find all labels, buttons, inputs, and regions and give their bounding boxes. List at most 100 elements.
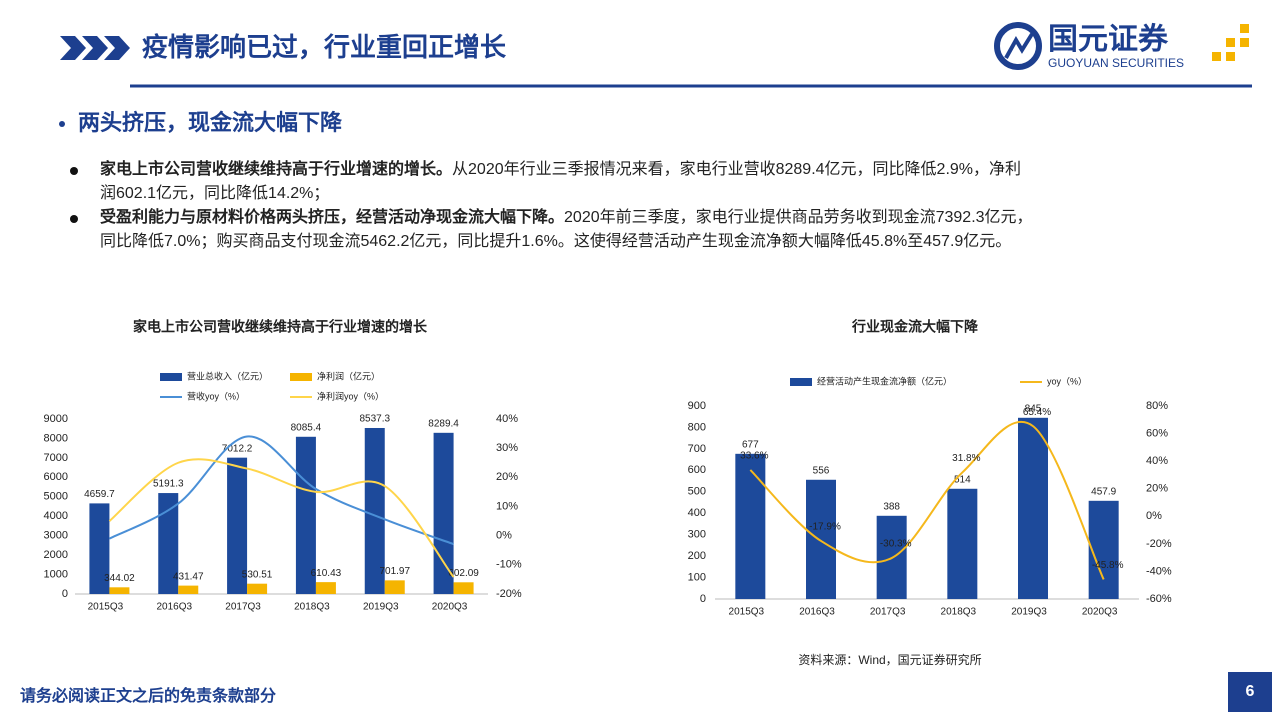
y-tick-label: 400: [688, 507, 706, 519]
y2-tick-label: 40%: [496, 413, 518, 425]
bar: [315, 582, 336, 594]
y2-tick-label: 0%: [496, 530, 512, 542]
y-tick-label: 6000: [44, 471, 68, 483]
bullet: 家电上市公司营收继续维持高于行业增速的增长。从2020年行业三季报情况来看，家电…: [70, 158, 1035, 206]
value-label: 7012.2: [222, 443, 253, 454]
logo-squares: [1212, 24, 1249, 61]
bullet: 受盈利能力与原材料价格两头挤压，经营活动净现金流大幅下降。2020年前三季度，家…: [70, 206, 1035, 254]
bullet-lead: 家电上市公司营收继续维持高于行业增速的增长。: [100, 161, 453, 178]
section-title: 两头挤压，现金流大幅下降: [78, 110, 343, 135]
line: [108, 458, 455, 578]
legend-swatch: [790, 378, 812, 386]
value-label: -17.9%: [809, 522, 841, 533]
y2-tick-label: 0%: [1146, 510, 1162, 522]
value-label: 530.51: [242, 569, 273, 580]
bar: [735, 453, 766, 599]
bullet-lead: 受盈利能力与原材料价格两头挤压，经营活动净现金流大幅下降。: [100, 209, 565, 226]
x-tick-label: 2016Q3: [156, 602, 192, 613]
value-label: 602.09: [448, 568, 479, 579]
y2-tick-label: 30%: [496, 442, 518, 454]
y-tick-label: 2000: [44, 549, 68, 561]
bar: [178, 585, 199, 594]
x-tick-label: 2018Q3: [294, 602, 330, 613]
value-label: 388: [883, 501, 900, 512]
page-box: [1228, 672, 1272, 712]
y-tick-label: 1000: [44, 568, 68, 580]
footer: 请务必阅读正文之后的免责条款部分: [20, 686, 276, 705]
line: [108, 435, 454, 546]
legend-swatch: [290, 373, 312, 381]
y2-tick-label: 40%: [1146, 455, 1168, 467]
y-tick-label: 9000: [44, 413, 68, 425]
y-tick-label: 0: [700, 593, 706, 605]
y2-tick-label: 60%: [1146, 427, 1168, 439]
y-tick-label: 200: [688, 550, 706, 562]
logo-en: GUOYUAN SECURITIES: [1048, 56, 1184, 70]
y2-tick-label: -20%: [1146, 538, 1172, 550]
y2-tick-label: -60%: [1146, 593, 1172, 605]
legend-label: 净利润yoy（%）: [317, 390, 384, 401]
y-tick-label: 800: [688, 421, 706, 433]
chevrons: [60, 36, 130, 60]
bar: [1088, 500, 1119, 599]
x-tick-label: 2017Q3: [870, 607, 906, 618]
value-label: 556: [813, 465, 830, 476]
bar: [109, 587, 130, 594]
section-dot: [59, 121, 65, 127]
value-label: 65.4%: [1023, 407, 1051, 418]
bar: [247, 583, 268, 594]
y-tick-label: 100: [688, 571, 706, 583]
x-tick-label: 2019Q3: [1011, 607, 1047, 618]
value-label: -30.3%: [880, 539, 912, 550]
value-label: 344.02: [104, 573, 135, 584]
y-tick-label: 600: [688, 464, 706, 476]
bar: [364, 427, 385, 594]
value-label: 610.43: [311, 568, 342, 579]
y-tick-label: 5000: [44, 491, 68, 503]
value-label: 431.47: [173, 571, 204, 582]
y-tick-label: 900: [688, 400, 706, 412]
chart-title: 家电上市公司营收继续维持高于行业增速的增长: [133, 319, 428, 335]
legend-label: 营收yoy（%）: [187, 390, 245, 401]
line: [749, 420, 1105, 580]
x-tick-label: 2020Q3: [1082, 607, 1118, 618]
y-tick-label: 7000: [44, 452, 68, 464]
bar: [158, 493, 179, 594]
x-tick-label: 2016Q3: [799, 607, 835, 618]
y2-tick-label: -20%: [496, 588, 522, 600]
bar: [384, 580, 405, 594]
logo-text: 国元证券: [1048, 23, 1169, 56]
x-tick-label: 2015Q3: [88, 602, 124, 613]
value-label: 677: [742, 439, 759, 450]
value-label: 5191.3: [153, 479, 184, 490]
legend-label: 净利润（亿元）: [317, 370, 380, 381]
value-label: 845: [1025, 403, 1042, 414]
value-label: -45.8%: [1092, 560, 1124, 571]
y2-tick-label: 20%: [1146, 483, 1168, 495]
y2-tick-label: -10%: [496, 559, 522, 571]
bar: [453, 582, 474, 594]
bullet-text: 2020年前三季度，家电行业提供商品劳务收到现金流7392.3亿元，同比降低7.…: [100, 209, 1033, 250]
bar: [1018, 417, 1048, 599]
value-label: 8537.3: [359, 414, 390, 425]
bar: [227, 457, 248, 594]
value-label: 701.97: [379, 566, 410, 577]
x-tick-label: 2017Q3: [225, 602, 261, 613]
bullet-text: 从2020年行业三季报情况来看，家电行业营收8289.4亿元，同比降低2.9%，…: [100, 161, 1022, 202]
source: 资料来源：Wind，国元证券研究所: [798, 652, 981, 667]
y-tick-label: 0: [62, 588, 68, 600]
value-label: 457.9: [1091, 486, 1116, 497]
y-tick-label: 4000: [44, 510, 68, 522]
logo-arrow: [1004, 32, 1034, 59]
y-tick-label: 700: [688, 443, 706, 455]
x-tick-label: 2018Q3: [941, 607, 977, 618]
legend-label: 营业总收入（亿元）: [187, 370, 268, 381]
bar: [947, 488, 978, 599]
y2-tick-label: -40%: [1146, 565, 1172, 577]
legend-label: 经营活动产生现金流净额（亿元）: [817, 375, 952, 386]
value-label: 8085.4: [291, 422, 322, 433]
y-tick-label: 8000: [44, 432, 68, 444]
y2-tick-label: 10%: [496, 500, 518, 512]
